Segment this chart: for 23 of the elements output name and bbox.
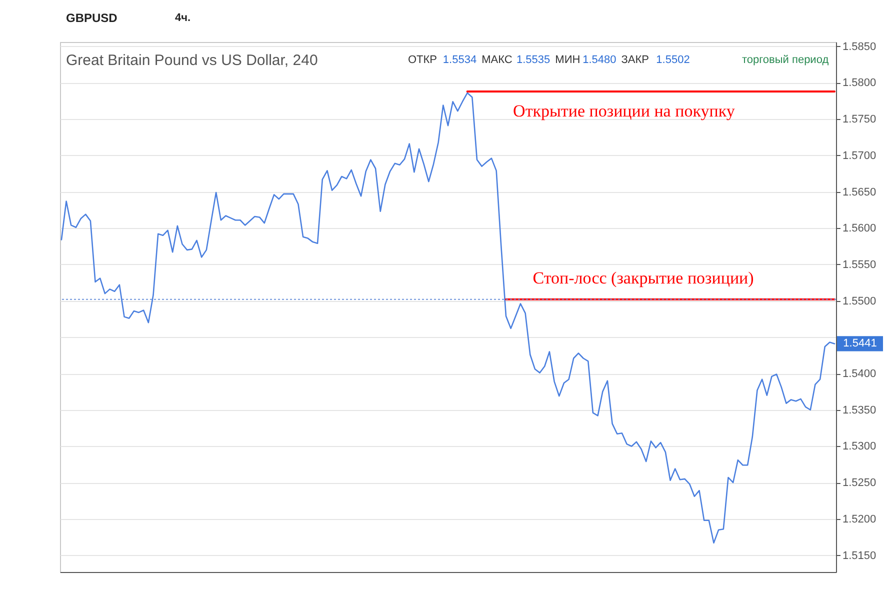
series-label: Открытие позиции на покупку xyxy=(513,101,736,120)
text: ОТКР 1.5534 МАКС 1.5535 МИН 1.5480 ЗАКР 1.5502 xyxy=(408,54,690,66)
y-tick-label: 1.5800 xyxy=(842,77,876,90)
y-tick-label: 1.5750 xyxy=(842,114,876,126)
y-tick-label: 1.5650 xyxy=(842,186,876,198)
y-tick-label: 1.5150 xyxy=(842,550,876,562)
y-tick-label: 1.5500 xyxy=(842,295,876,308)
annotation: торговый период xyxy=(742,54,830,66)
y-tick-label: 1.5250 xyxy=(842,477,876,490)
y-tick-label: 1.5300 xyxy=(842,440,876,453)
y-tick-label: 1.5700 xyxy=(842,150,876,162)
line-series xyxy=(60,92,836,544)
y-tick-label: 1.5200 xyxy=(842,513,876,526)
y-tick-label: 1.5350 xyxy=(842,404,876,416)
text: 1.5441 xyxy=(843,338,877,350)
text: Great Britain Pound vs US Dollar, 240 xyxy=(66,52,318,69)
y-tick-label: 1.5550 xyxy=(842,258,876,271)
y-tick-label: 1.5600 xyxy=(842,222,876,235)
text: 4ч. xyxy=(175,12,191,24)
text: GBPUSD xyxy=(66,11,118,25)
series-label: Стоп-лосс (закрытие позиции) xyxy=(532,268,754,288)
y-tick-label: 1.5850 xyxy=(842,40,876,53)
y-tick-label: 1.5400 xyxy=(842,368,876,380)
